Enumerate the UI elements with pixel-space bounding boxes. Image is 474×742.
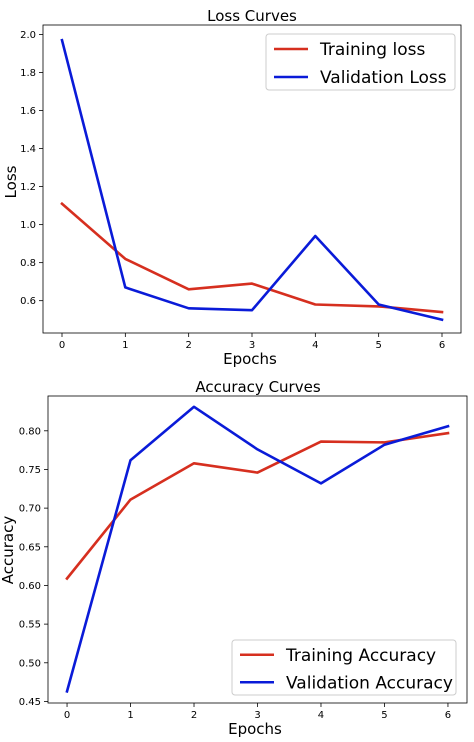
loss-x-tick-label: 2	[185, 340, 191, 351]
loss-y-tick-label: 0.6	[20, 296, 36, 307]
accuracy-x-tick-label: 4	[318, 710, 324, 721]
accuracy-x-tick-label: 1	[127, 710, 133, 721]
accuracy-y-tick-label: 0.70	[19, 504, 41, 515]
loss-y-tick-label: 1.2	[20, 182, 36, 193]
loss-x-tick-label: 4	[312, 340, 318, 351]
accuracy-y-tick-label: 0.65	[19, 542, 41, 553]
loss-x-tick-label: 5	[375, 340, 381, 351]
loss-x-tick-label: 0	[59, 340, 65, 351]
accuracy-series-line-2	[65, 405, 450, 693]
loss-legend-box	[265, 33, 456, 91]
accuracy-legend-label-2: Validation Accuracy	[286, 673, 453, 693]
loss-legend-label-1: Training loss	[319, 40, 425, 60]
accuracy-y-tick-label: 0.60	[19, 581, 41, 592]
accuracy-y-tick-label: 0.55	[19, 620, 41, 631]
accuracy-y-axis-label: Accuracy	[0, 516, 17, 585]
loss-x-axis-label: Epochs	[223, 350, 277, 368]
accuracy-legend-label-1: Training Accuracy	[285, 646, 436, 666]
accuracy-x-tick-label: 2	[191, 710, 197, 721]
loss-y-axis-label: Loss	[2, 165, 20, 198]
accuracy-x-tick-label: 0	[64, 710, 70, 721]
accuracy-legend-box	[231, 639, 457, 696]
accuracy-x-axis-label: Epochs	[228, 720, 282, 738]
loss-chart-title: Loss Curves	[207, 7, 297, 25]
loss-legend: Training loss Validation Loss	[265, 33, 456, 91]
loss-y-tick-label: 1.6	[20, 106, 36, 117]
accuracy-y-tick-label: 0.50	[19, 658, 41, 669]
loss-chart: 0 1 2 3 4 5 6 0.6 0.8 1.0 1.2 1.4 1.6 1.8 2.0 Loss Curv…	[2, 7, 462, 368]
loss-y-tick-label: 1.4	[20, 144, 36, 155]
accuracy-series-line-1	[65, 431, 450, 581]
loss-legend-label-2: Validation Loss	[320, 68, 447, 88]
loss-y-tick-label: 0.8	[20, 258, 36, 269]
loss-x-tick-label: 3	[249, 340, 255, 351]
accuracy-legend: Training Accuracy Validation Accuracy	[231, 639, 457, 696]
loss-series-line-1	[60, 201, 444, 314]
accuracy-x-tick-label: 6	[445, 710, 451, 721]
loss-y-tick-label: 2.0	[20, 30, 36, 41]
loss-x-tick-label: 6	[439, 340, 445, 351]
accuracy-y-tick-label: 0.75	[19, 465, 41, 476]
loss-y-tick-label: 1.0	[20, 220, 36, 231]
loss-series-line-2	[60, 38, 444, 322]
accuracy-chart-title: Accuracy Curves	[195, 378, 321, 396]
loss-y-tick-label: 1.8	[20, 68, 36, 79]
loss-x-tick-label: 1	[122, 340, 128, 351]
accuracy-y-tick-label: 0.45	[19, 697, 41, 708]
accuracy-x-tick-label: 3	[254, 710, 260, 721]
accuracy-chart: 0 1 2 3 4 5 6 0.45 0.50 0.55 0.60 0.65 0.70 0.75 0.80 A…	[0, 378, 468, 738]
accuracy-y-tick-label: 0.80	[19, 426, 41, 437]
accuracy-x-tick-label: 5	[381, 710, 387, 721]
